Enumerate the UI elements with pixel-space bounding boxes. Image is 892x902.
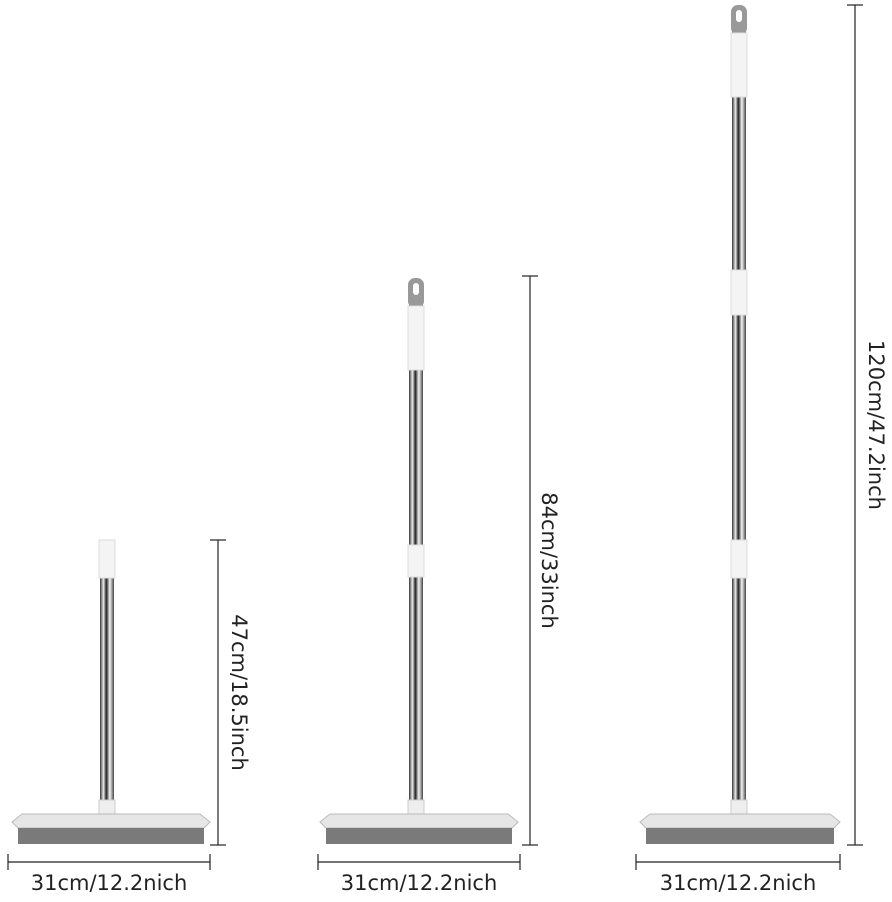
height-label: 47cm/18.5inch bbox=[227, 614, 251, 771]
head bbox=[639, 813, 841, 829]
head bbox=[319, 813, 519, 829]
sleeve bbox=[730, 539, 748, 579]
hook-hole bbox=[413, 283, 419, 295]
height-label: 120cm/47.2inch bbox=[864, 340, 888, 510]
width-label: 31cm/12.2nich bbox=[660, 871, 817, 895]
sleeve bbox=[407, 544, 425, 578]
grip bbox=[730, 32, 748, 98]
pole bbox=[100, 560, 114, 820]
width-label: 31cm/12.2nich bbox=[341, 871, 498, 895]
grip bbox=[98, 539, 116, 579]
broom bbox=[11, 539, 211, 844]
head bbox=[11, 813, 211, 829]
width-label: 31cm/12.2nich bbox=[31, 871, 188, 895]
bristles bbox=[646, 828, 834, 844]
height-label: 84cm/33inch bbox=[537, 492, 561, 629]
grip bbox=[407, 305, 425, 371]
sleeve bbox=[730, 269, 748, 316]
hook-hole bbox=[736, 10, 742, 22]
broom bbox=[639, 5, 841, 844]
bristles bbox=[326, 828, 512, 844]
broom bbox=[319, 278, 519, 844]
pole bbox=[732, 25, 746, 820]
bristles bbox=[18, 828, 204, 844]
